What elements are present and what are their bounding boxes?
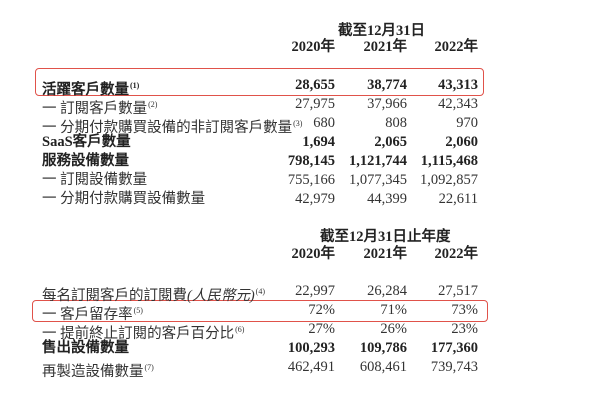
row-label-text: 活躍客戶數量: [42, 82, 129, 98]
cell-value: 755,166: [287, 172, 335, 188]
cell-value: 2,060: [445, 134, 478, 150]
table-row: 售出設備數量 100,293 109,786 177,360: [0, 339, 600, 358]
cell-value: 37,966: [367, 96, 407, 112]
row-label-text: 一 客戶留存率: [42, 307, 133, 323]
row-label-text: 一 訂閱設備數量: [42, 172, 148, 188]
row-label-text: 一 訂閱客戶數量: [42, 101, 148, 117]
table-row: 一 提前終止訂閱的客戶百分比(6) 27% 26% 23%: [0, 320, 600, 342]
row-label: 活躍客戶數量(1): [42, 76, 139, 100]
cell-value: 739,743: [430, 359, 478, 375]
row-label-text: 一 分期付款購買設備的非訂閱客戶數量: [42, 120, 293, 136]
cell-value: 71%: [380, 302, 407, 318]
section1-year-header: 2020年 2021年 2022年: [0, 38, 600, 57]
cell-value: 22,611: [438, 191, 478, 207]
row-label: 一 訂閱設備數量: [42, 171, 147, 190]
table-row: 一 分期付款購買設備的非訂閱客戶數量(3) 680 808 970: [0, 114, 600, 136]
table-row: 一 訂閱設備數量 755,166 1,077,345 1,092,857: [0, 171, 600, 190]
cell-value: 26%: [380, 321, 407, 337]
row-label: 每名訂閱客戶的訂閱費(人民幣元)(4): [42, 282, 265, 306]
footnote-ref: (2): [148, 100, 158, 109]
footnote-ref: (3): [293, 119, 303, 128]
year-2022: 2022年: [434, 39, 479, 55]
table-row: 服務設備數量 798,145 1,121,744 1,115,468: [0, 152, 600, 171]
year-2021: 2021年: [363, 39, 408, 55]
cell-value: 38,774: [367, 77, 407, 93]
year-2022: 2022年: [434, 246, 479, 262]
cell-value: 177,360: [430, 340, 478, 356]
cell-value: 1,694: [302, 134, 335, 150]
year-2020: 2020年: [291, 39, 336, 55]
cell-value: 1,121,744: [349, 153, 407, 169]
row-label-text: 一 分期付款購買設備數量: [42, 191, 206, 207]
cell-value: 42,343: [438, 96, 478, 112]
footnote-ref: (1): [130, 81, 140, 90]
row-label-text: 再製造設備數量: [42, 364, 144, 380]
cell-value: 608,461: [359, 359, 407, 375]
row-label-text: 售出設備數量: [42, 340, 129, 356]
row-label-text: 服務設備數量: [42, 153, 129, 169]
cell-value: 73%: [451, 302, 478, 318]
cell-value: 26,284: [367, 283, 407, 299]
table-row: 每名訂閱客戶的訂閱費(人民幣元)(4) 22,997 26,284 27,517: [0, 282, 600, 304]
table-row: 一 客戶留存率(5) 72% 71% 73%: [0, 301, 600, 323]
table-row: 一 訂閱客戶數量(2) 27,975 37,966 42,343: [0, 95, 600, 117]
table-row: 再製造設備數量(7) 462,491 608,461 739,743: [0, 358, 600, 380]
cell-value: 43,313: [438, 77, 478, 93]
table-row: SaaS客戶數量 1,694 2,065 2,060: [0, 133, 600, 152]
row-label: 一 提前終止訂閱的客戶百分比(6): [42, 320, 244, 344]
cell-value: 680: [313, 115, 335, 131]
section2-year-header: 2020年 2021年 2022年: [0, 245, 600, 264]
cell-value: 109,786: [359, 340, 407, 356]
cell-value: 1,115,468: [420, 153, 478, 169]
cell-value: 970: [456, 115, 478, 131]
year-2020: 2020年: [291, 246, 336, 262]
footnote-ref: (7): [144, 363, 154, 372]
cell-value: 22,997: [295, 283, 335, 299]
cell-value: 808: [385, 115, 407, 131]
highlight-box-active-customers: [35, 68, 484, 96]
cell-value: 27%: [308, 321, 335, 337]
row-label: 一 分期付款購買設備的非訂閱客戶數量(3): [42, 114, 302, 138]
table-row: 一 分期付款購買設備數量 42,979 44,399 22,611: [0, 190, 600, 209]
cell-value: 72%: [308, 302, 335, 318]
cell-value: 42,979: [295, 191, 335, 207]
cell-value: 798,145: [287, 153, 335, 169]
cell-value: 27,975: [295, 96, 335, 112]
row-label: 服務設備數量: [42, 152, 129, 171]
cell-value: 1,092,857: [420, 172, 478, 188]
cell-value: 27,517: [438, 283, 478, 299]
footnote-ref: (5): [133, 306, 143, 315]
footnote-ref: (4): [255, 287, 265, 296]
table-row: 活躍客戶數量(1) 28,655 38,774 43,313: [0, 76, 600, 98]
section2-period-header: 截至12月31日止年度: [320, 229, 451, 245]
cell-value: 100,293: [287, 340, 335, 356]
cell-value: 23%: [451, 321, 478, 337]
cell-value: 2,065: [374, 134, 407, 150]
cell-value: 28,655: [295, 77, 335, 93]
row-label-unit: (人民幣元): [187, 288, 255, 304]
row-label: 一 客戶留存率(5): [42, 301, 143, 325]
cell-value: 1,077,345: [349, 172, 407, 188]
footnote-ref: (6): [235, 325, 245, 334]
row-label-text: 一 提前終止訂閱的客戶百分比: [42, 326, 235, 342]
row-label: 一 分期付款購買設備數量: [42, 190, 205, 209]
cell-value: 44,399: [367, 191, 407, 207]
year-2021: 2021年: [363, 246, 408, 262]
row-label-text: 每名訂閱客戶的訂閱費: [42, 288, 187, 304]
section1-period-header: 截至12月31日: [338, 23, 425, 39]
row-label-text: SaaS客戶數量: [42, 134, 131, 150]
highlight-box-retention-rate: [32, 300, 488, 322]
cell-value: 462,491: [287, 359, 335, 375]
row-label: 一 訂閱客戶數量(2): [42, 95, 157, 119]
row-label: 售出設備數量: [42, 339, 129, 358]
row-label: SaaS客戶數量: [42, 133, 131, 152]
row-label: 再製造設備數量(7): [42, 358, 154, 382]
